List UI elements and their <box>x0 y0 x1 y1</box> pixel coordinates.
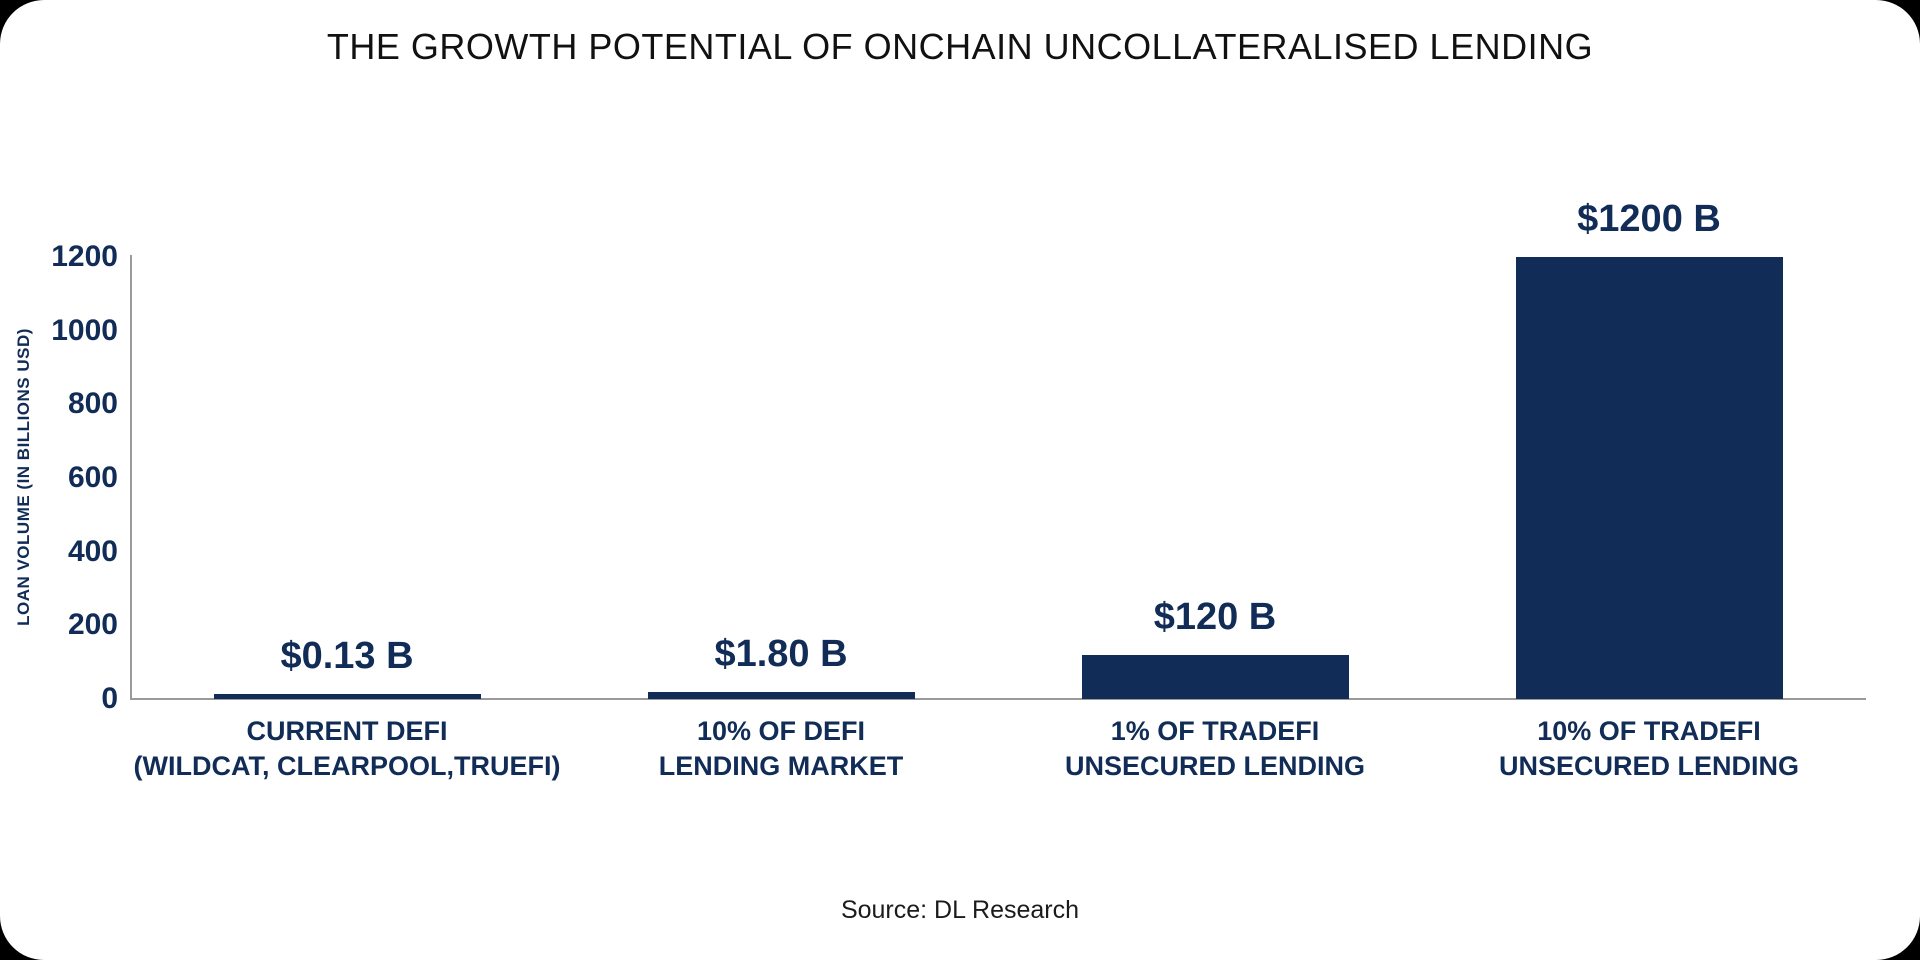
bar-category-label-line: 10% OF DEFI <box>696 716 866 746</box>
bar-category-label-line: UNSECURED LENDING <box>1498 751 1800 781</box>
bar-category-label-line: CURRENT DEFI <box>246 716 448 746</box>
bar-category-label: 10% OF DEFI LENDING MARKET <box>541 714 1021 784</box>
bar-category-label-line: (WILDCAT, CLEARPOOL,TRUEFI) <box>133 751 561 781</box>
bar-category-label: 10% OF TRADEFI UNSECURED LENDING <box>1409 714 1889 784</box>
bar-category-label-line: 1% OF TRADEFI <box>1110 716 1320 746</box>
bar-category-label: CURRENT DEFI (WILDCAT, CLEARPOOL,TRUEFI) <box>107 714 587 784</box>
bar-2 <box>647 692 915 699</box>
y-tick-label: 600 <box>67 461 118 494</box>
bar-4 <box>1515 257 1783 699</box>
bar-value-label: $120 B <box>1153 595 1277 638</box>
bar-category-label-line: UNSECURED LENDING <box>1064 751 1366 781</box>
bar-1 <box>213 694 481 699</box>
bar-value-label: $1.80 B <box>714 633 848 675</box>
y-tick-label: 200 <box>67 608 118 642</box>
y-tick-label: 1000 <box>51 313 118 347</box>
source-text: Source: DL Research <box>840 896 1080 924</box>
x-axis-line <box>130 698 1866 700</box>
bar-category-label-line: 10% OF TRADEFI <box>1537 716 1761 746</box>
chart-title: THE GROWTH POTENTIAL OF ONCHAIN UNCOLLAT… <box>326 26 1594 67</box>
y-tick-label: 0 <box>101 682 118 715</box>
bar-3 <box>1081 654 1349 699</box>
bar-value-label: $0.13 B <box>280 635 414 677</box>
bar-category-label: 1% OF TRADEFI UNSECURED LENDING <box>975 714 1455 784</box>
bar-value-label: $1200 B <box>1577 198 1721 240</box>
y-axis-line <box>130 255 132 700</box>
bar-category-label-line: LENDING MARKET <box>658 751 904 781</box>
y-tick-label: 1200 <box>51 240 118 273</box>
y-tick-label: 400 <box>67 534 118 568</box>
y-tick-label: 800 <box>67 387 118 421</box>
